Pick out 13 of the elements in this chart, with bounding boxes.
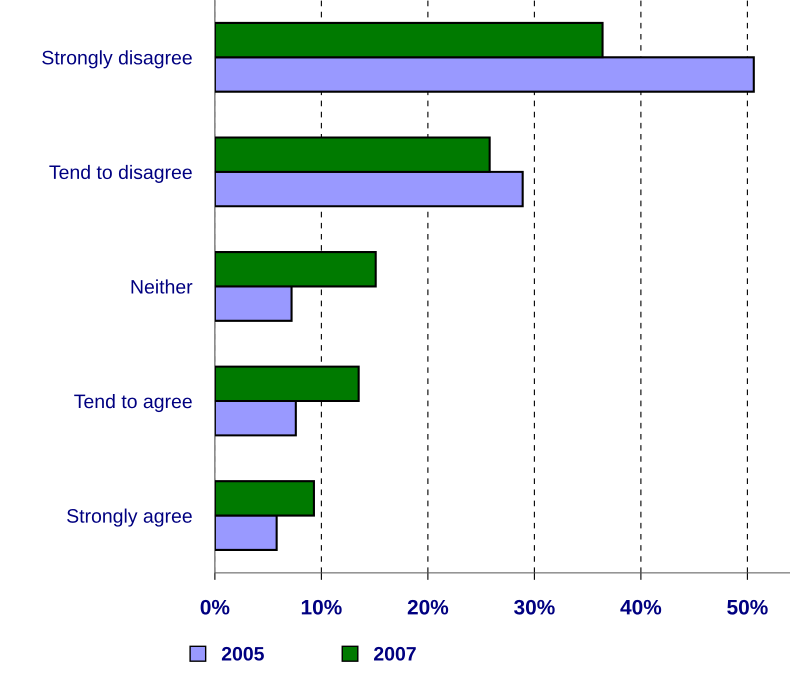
y-tick-label: Strongly disagree (42, 50, 192, 68)
y-tick-label: Strongly agree (67, 508, 192, 527)
y-tick-label: Neither (132, 279, 192, 294)
x-tick-label: 10% (302, 600, 342, 615)
y-tick-label: Tend to agree (74, 394, 192, 412)
x-tick-label: 40% (620, 600, 662, 615)
x-tick-label: 50% (727, 600, 768, 615)
legend-label: 2005 (222, 646, 264, 661)
legend-label: 2007 (374, 646, 416, 661)
x-tick-label: 20% (408, 600, 448, 615)
x-tick-label: 0% (200, 600, 230, 615)
x-tick-label: 30% (514, 600, 555, 615)
y-tick-label: Tend to disagree (49, 164, 192, 183)
